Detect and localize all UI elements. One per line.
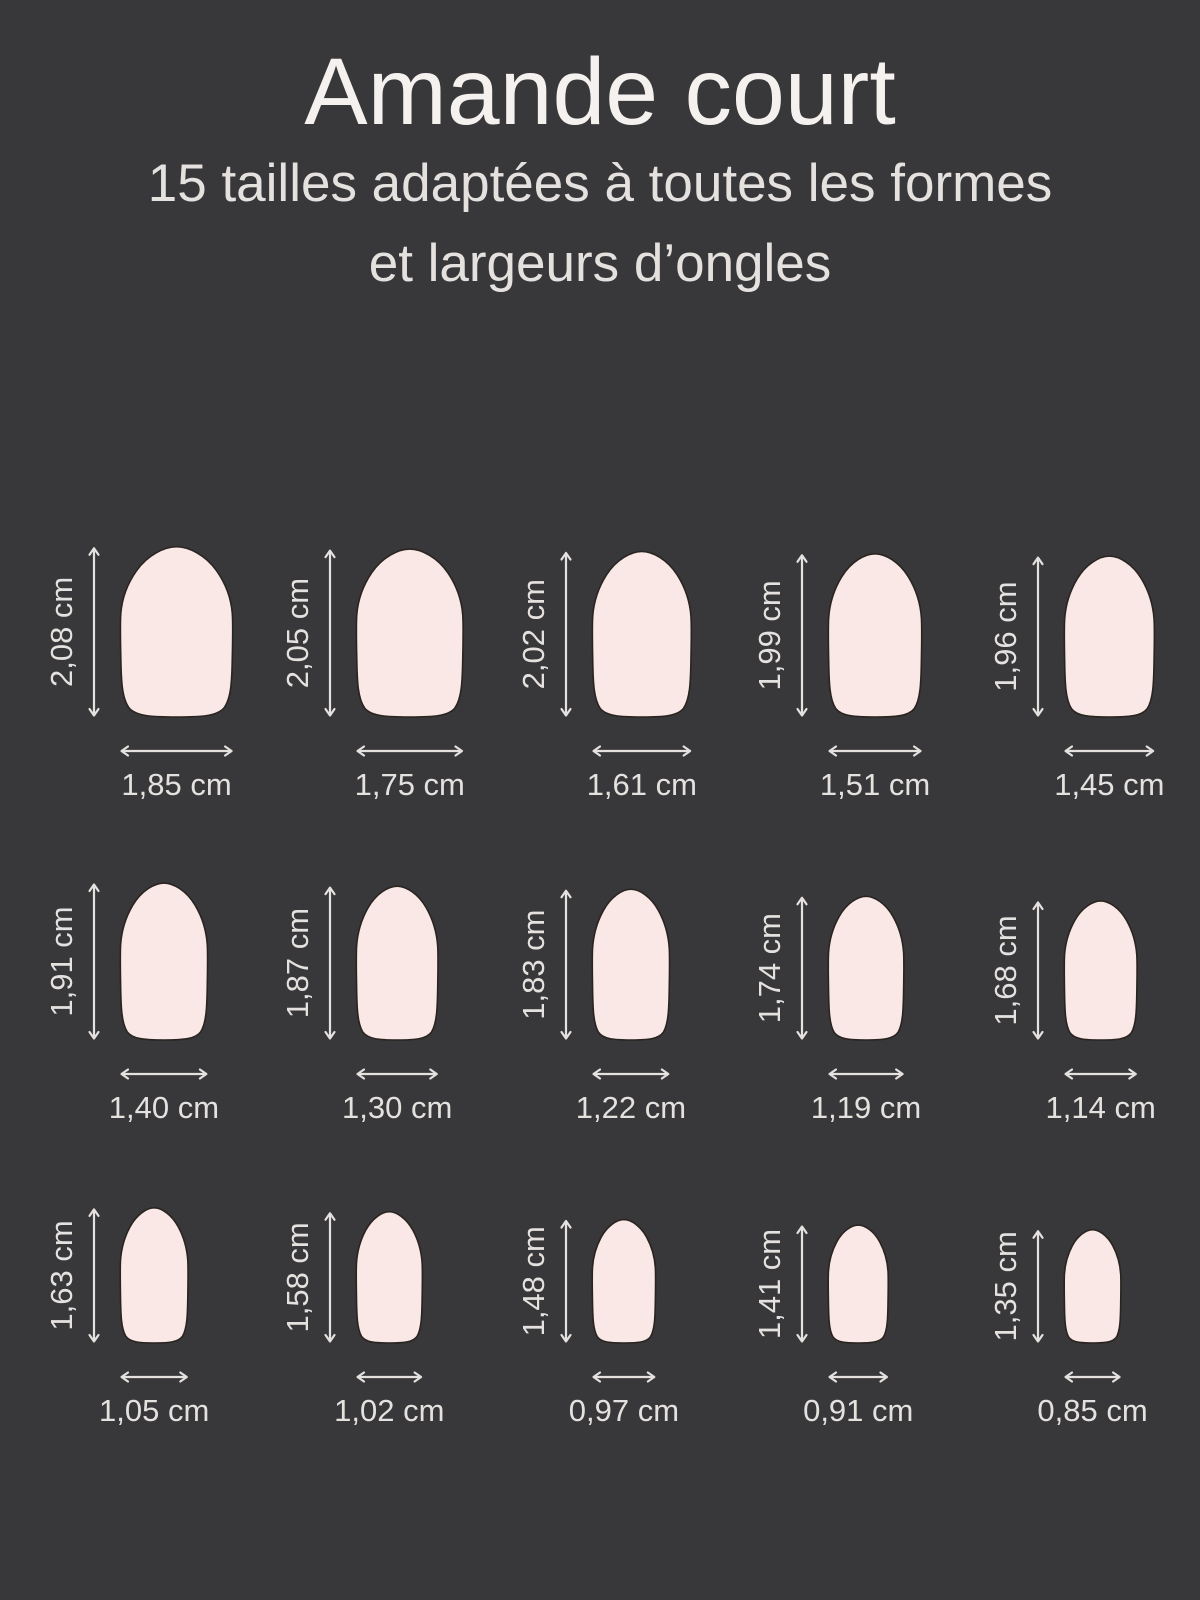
svg-text:0,97 cm: 0,97 cm [569,1393,679,1428]
svg-text:2,05 cm: 2,05 cm [280,578,315,688]
svg-text:1,19 cm: 1,19 cm [811,1090,921,1125]
svg-text:1,02 cm: 1,02 cm [334,1393,444,1428]
svg-text:1,35 cm: 1,35 cm [988,1231,1023,1341]
svg-text:1,61 cm: 1,61 cm [587,767,697,802]
svg-text:0,91 cm: 0,91 cm [803,1393,913,1428]
svg-text:1,85 cm: 1,85 cm [121,767,231,802]
svg-text:1,40 cm: 1,40 cm [109,1090,219,1125]
svg-text:1,41 cm: 1,41 cm [752,1229,787,1339]
svg-text:1,99 cm: 1,99 cm [752,580,787,690]
svg-text:1,51 cm: 1,51 cm [820,767,930,802]
svg-text:1,22 cm: 1,22 cm [576,1090,686,1125]
svg-text:2,02 cm: 2,02 cm [516,579,551,689]
svg-text:1,48 cm: 1,48 cm [516,1226,551,1336]
svg-text:1,74 cm: 1,74 cm [752,913,787,1023]
svg-text:1,14 cm: 1,14 cm [1046,1090,1156,1125]
svg-text:2,08 cm: 2,08 cm [44,577,79,687]
svg-text:1,58 cm: 1,58 cm [280,1222,315,1332]
svg-text:1,30 cm: 1,30 cm [342,1090,452,1125]
svg-text:1,45 cm: 1,45 cm [1054,767,1164,802]
svg-text:1,91 cm: 1,91 cm [44,906,79,1016]
svg-text:0,85 cm: 0,85 cm [1037,1393,1147,1428]
svg-text:1,05 cm: 1,05 cm [99,1393,209,1428]
svg-text:1,63 cm: 1,63 cm [44,1220,79,1330]
svg-text:1,68 cm: 1,68 cm [988,915,1023,1025]
svg-text:1,75 cm: 1,75 cm [355,767,465,802]
svg-text:1,83 cm: 1,83 cm [516,909,551,1019]
svg-text:1,87 cm: 1,87 cm [280,908,315,1018]
svg-text:1,96 cm: 1,96 cm [988,581,1023,691]
